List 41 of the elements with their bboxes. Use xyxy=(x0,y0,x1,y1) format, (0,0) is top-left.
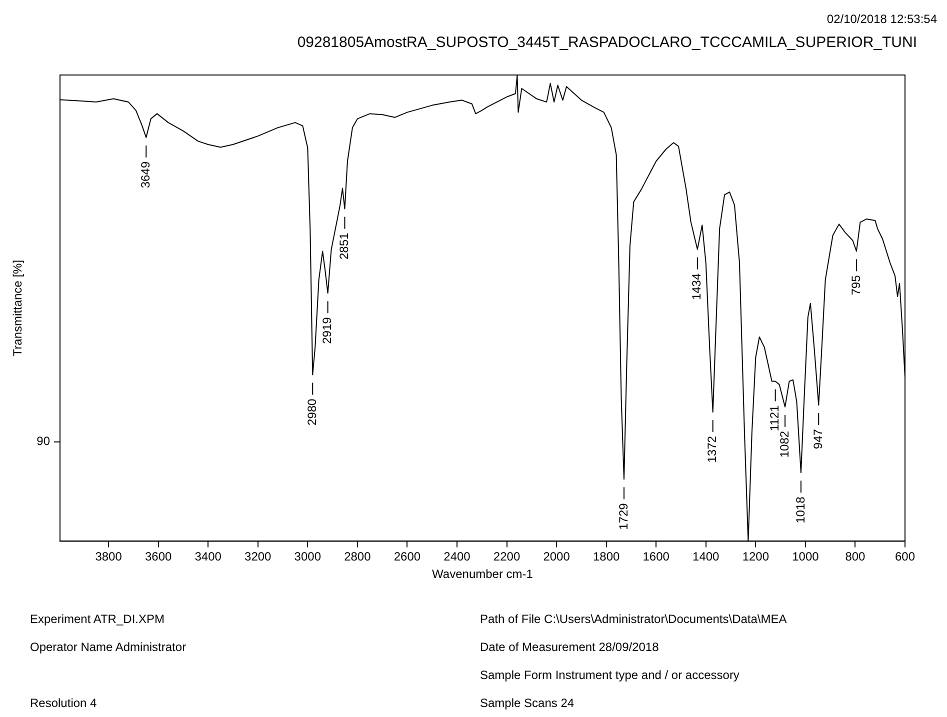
annotation: 3649 xyxy=(138,161,152,188)
annotation: 1372 xyxy=(705,436,720,463)
x-tick-label: 2000 xyxy=(543,550,570,564)
text: Operator Name Administrator xyxy=(30,640,188,654)
annotation: 1434 xyxy=(690,273,704,300)
annotation: 2980 xyxy=(304,398,319,426)
x-tick-label: 2400 xyxy=(444,550,471,564)
x-tick-label: 2600 xyxy=(394,550,421,564)
text: Experiment ATR_DI.XPM xyxy=(30,612,166,626)
chart-title: 09281805AmostRA_SUPOSTO_3445T_RASPADOCLARO_TCCCAMILA_SUPERIOR_TUNI xyxy=(296,34,918,51)
x-tick-label: 800 xyxy=(845,550,866,564)
x-tick-label: 600 xyxy=(894,550,916,564)
x-tick-label: 3600 xyxy=(144,550,172,564)
annotation: 947 xyxy=(810,428,825,450)
x-tick-label: 3200 xyxy=(244,550,272,564)
y-axis-title: Transmittance [%] xyxy=(10,260,24,356)
text: Date of Measurement 28/09/2018 xyxy=(480,640,660,654)
x-tick-label: 3800 xyxy=(95,550,122,564)
x-tick-label: 3400 xyxy=(194,550,222,564)
x-tick-label: 1000 xyxy=(792,550,820,564)
text: Sample Form Instrument type and / or accessory xyxy=(480,668,740,682)
annotation: 2919 xyxy=(320,316,334,344)
annotation: 1082 xyxy=(777,430,792,458)
annotation: 2851 xyxy=(337,232,352,260)
annotation: 1018 xyxy=(793,496,808,524)
x-tick-label: 2200 xyxy=(493,550,520,564)
annotation: 1729 xyxy=(616,502,630,530)
x-axis-title: Wavenumber cm-1 xyxy=(432,567,534,582)
text: Sample Scans 24 xyxy=(480,696,576,710)
text: 90 xyxy=(36,434,50,448)
x-tick-label: 1200 xyxy=(742,550,770,564)
x-tick-label: 1400 xyxy=(692,550,720,564)
x-tick-label: 1600 xyxy=(642,550,670,564)
text: Resolution 4 xyxy=(30,696,98,710)
annotation: 795 xyxy=(848,274,863,296)
x-tick-label: 3000 xyxy=(294,550,322,564)
chart-subtitle: 02/10/2018 12:53:54 xyxy=(826,12,937,26)
annotation: 1121 xyxy=(768,404,782,432)
x-tick-label: 2800 xyxy=(344,550,372,564)
text: Path of File C:\Users\Administrator\Documents\Data\MEA xyxy=(480,612,788,626)
x-tick-label: 1800 xyxy=(592,550,620,564)
